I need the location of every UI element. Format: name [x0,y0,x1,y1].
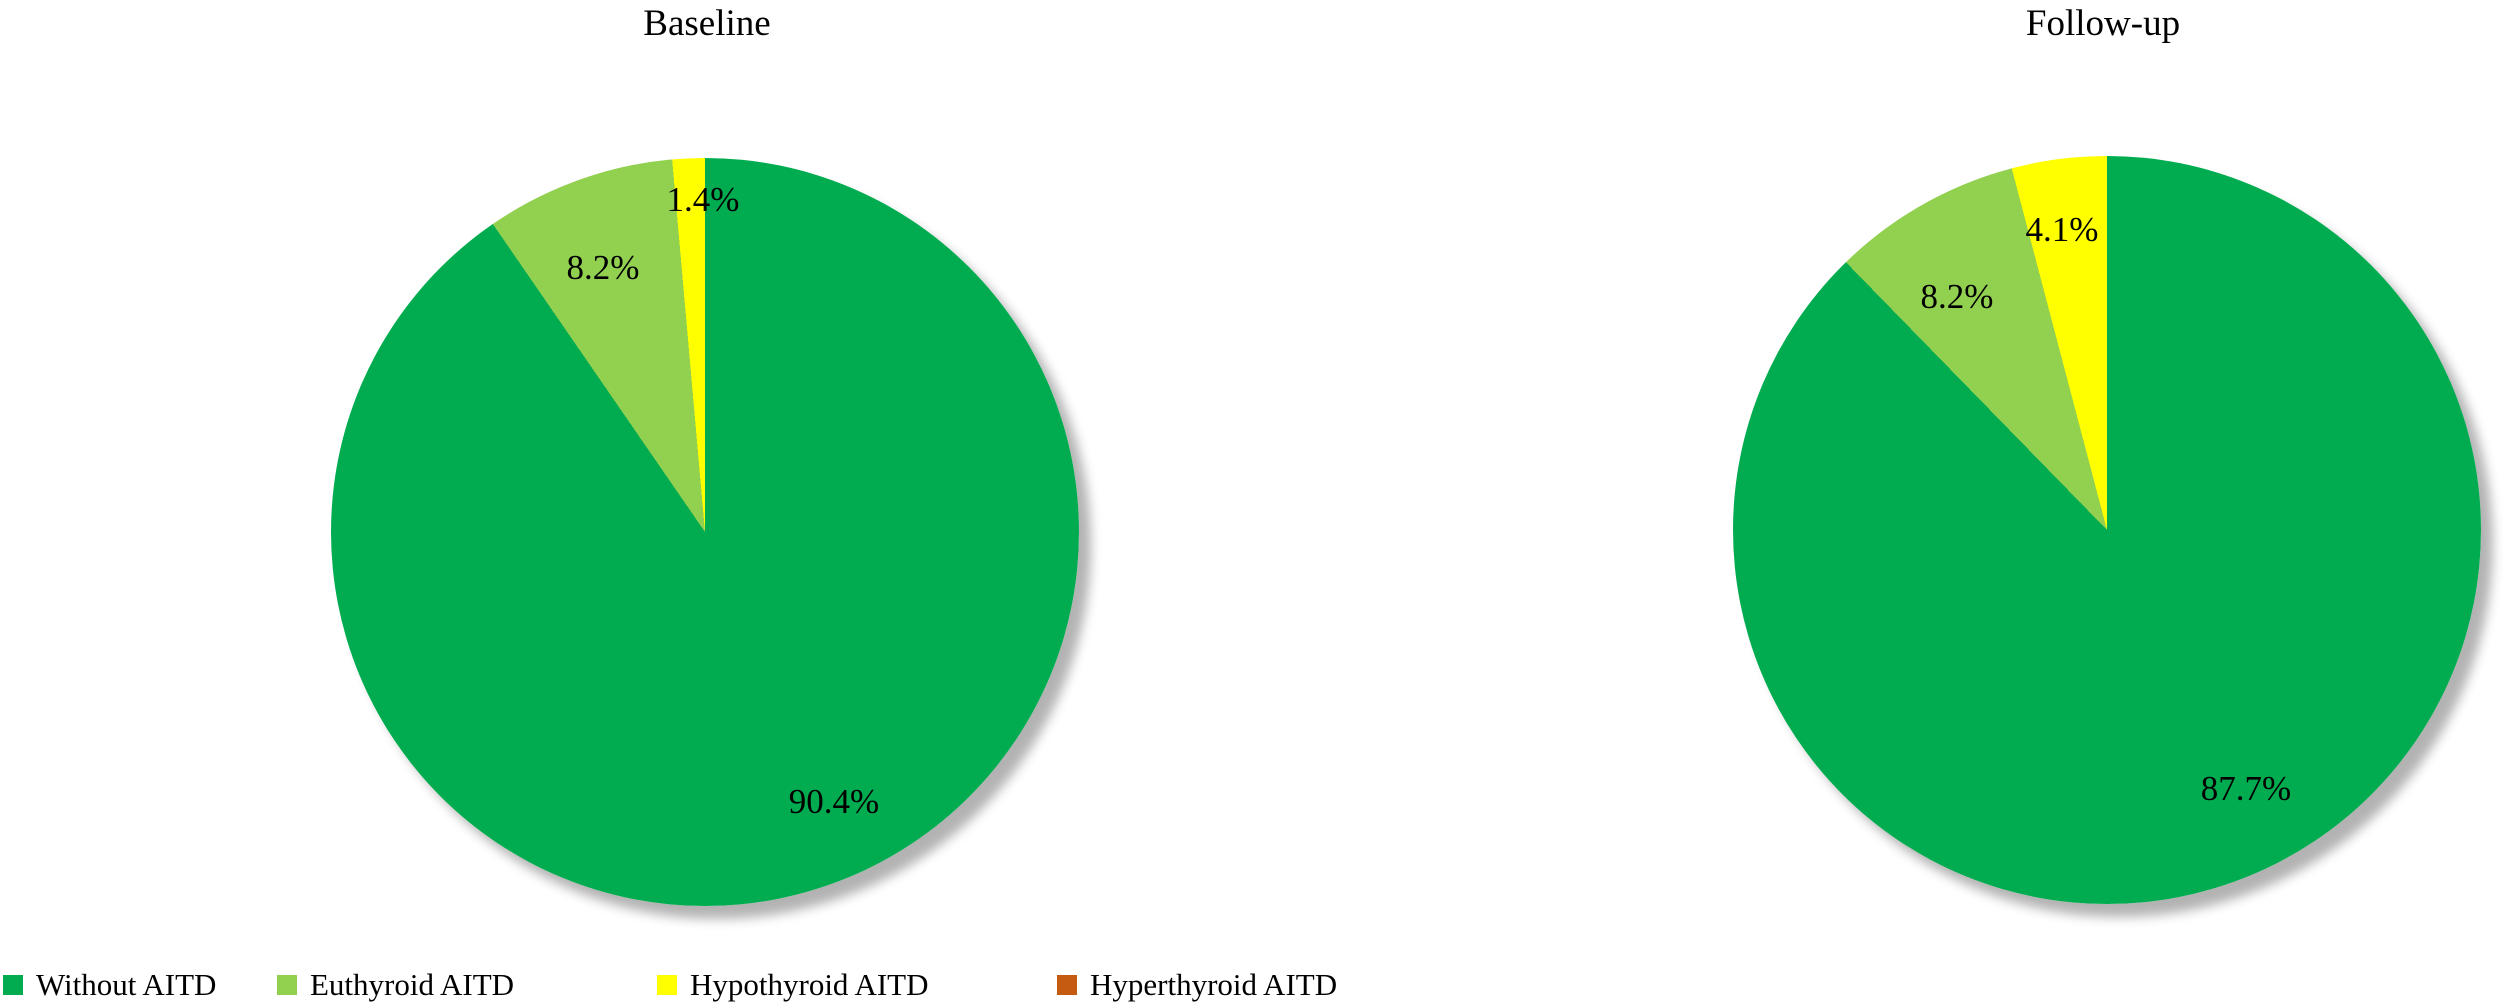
legend: Without AITD Euthyroid AITD Hypothyroid … [0,965,1500,1005]
data-label-followup-euthyroid-aitd: 8.2% [1920,277,1994,316]
legend-label: Without AITD [36,967,217,1002]
legend-item-euthyroid-aitd: Euthyroid AITD [277,965,514,1005]
data-label-baseline-euthyroid-aitd: 8.2% [566,248,640,287]
legend-label: Hypothyroid AITD [690,967,929,1002]
chart-title-baseline: Baseline [643,3,771,44]
legend-label: Euthyroid AITD [310,967,515,1002]
legend-label: Hyperthyroid AITD [1090,967,1338,1002]
legend-item-hyperthyroid-aitd: Hyperthyroid AITD [1057,965,1337,1005]
legend-item-without-aitd: Without AITD [3,965,216,1005]
legend-item-hypothyroid-aitd: Hypothyroid AITD [657,965,929,1005]
data-label-baseline-hypothyroid-aitd: 1.4% [666,180,740,219]
square-swatch-icon [1057,975,1077,995]
square-swatch-icon [277,975,297,995]
pie-baseline [331,158,1079,906]
chart-title-followup: Follow-up [2025,3,2181,44]
data-label-followup-without-aitd: 87.7% [2200,769,2292,808]
data-label-followup-hypothyroid-aitd: 4.1% [2025,210,2099,249]
square-swatch-icon [657,975,677,995]
square-swatch-icon [3,975,23,995]
pie-followup [1733,156,2481,904]
data-label-baseline-without-aitd: 90.4% [788,782,880,821]
